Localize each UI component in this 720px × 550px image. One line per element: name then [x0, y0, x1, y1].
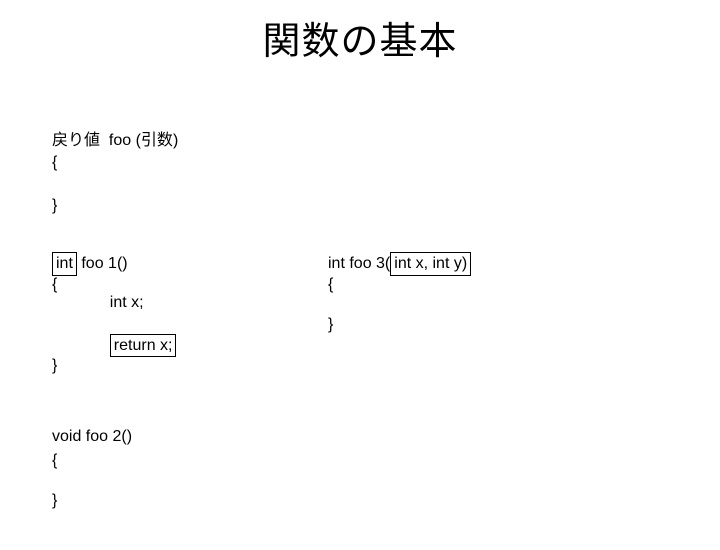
- foo3-open: {: [328, 276, 471, 294]
- foo1-open: {: [52, 276, 176, 294]
- foo3-block: int foo 3(int x, int y) { }: [328, 252, 471, 334]
- foo3-signature: int foo 3(int x, int y): [328, 252, 471, 276]
- template-close-brace: }: [52, 195, 178, 217]
- slide-title: 関数の基本: [0, 10, 720, 65]
- foo1-decl: int x;: [52, 294, 176, 312]
- foo2-open: {: [52, 452, 132, 470]
- foo2-signature: void foo 2(): [52, 428, 132, 446]
- foo2-close: }: [52, 492, 132, 510]
- foo2-block: void foo 2() { }: [52, 428, 132, 510]
- template-signature: 戻り値 foo (引数): [52, 130, 178, 152]
- foo3-close: }: [328, 316, 471, 334]
- foo1-return-type-box: int: [52, 252, 77, 276]
- foo1-return-box: return x;: [110, 334, 177, 358]
- foo1-block: int foo 1() { int x; return x; }: [52, 252, 176, 375]
- foo1-return-line: return x;: [52, 334, 176, 358]
- template-open-brace: {: [52, 152, 178, 174]
- foo1-close: }: [52, 357, 176, 375]
- foo1-signature: int foo 1(): [52, 252, 176, 276]
- foo3-args-box: int x, int y): [390, 252, 471, 276]
- function-template: 戻り値 foo (引数) { }: [52, 130, 178, 217]
